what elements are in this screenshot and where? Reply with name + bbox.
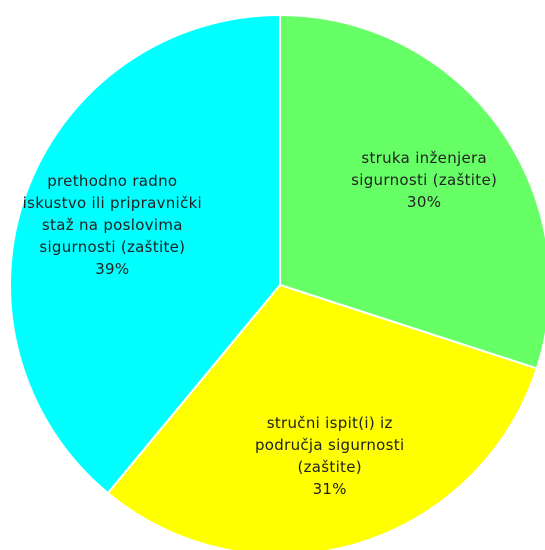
- pie-slice: [106, 283, 539, 550]
- pie-slice: [9, 13, 281, 495]
- category-label: stručni ispit(i) iz područja sigurnosti …: [254, 414, 405, 477]
- pie-slice: [279, 13, 545, 370]
- category-label: struka inženjera sigurnosti (zaštite): [351, 149, 498, 190]
- value-label: 31%: [312, 480, 347, 499]
- value-label: 30%: [407, 193, 442, 212]
- value-label: 39%: [95, 259, 130, 278]
- category-label: prethodno radno iskustvo ili pripravničk…: [22, 171, 203, 256]
- slice-label: struka inženjera sigurnosti (zaštite) 30%: [334, 147, 514, 213]
- slice-label: stručni ispit(i) iz područja sigurnosti …: [240, 412, 420, 500]
- slice-label: prethodno radno iskustvo ili pripravničk…: [22, 170, 202, 280]
